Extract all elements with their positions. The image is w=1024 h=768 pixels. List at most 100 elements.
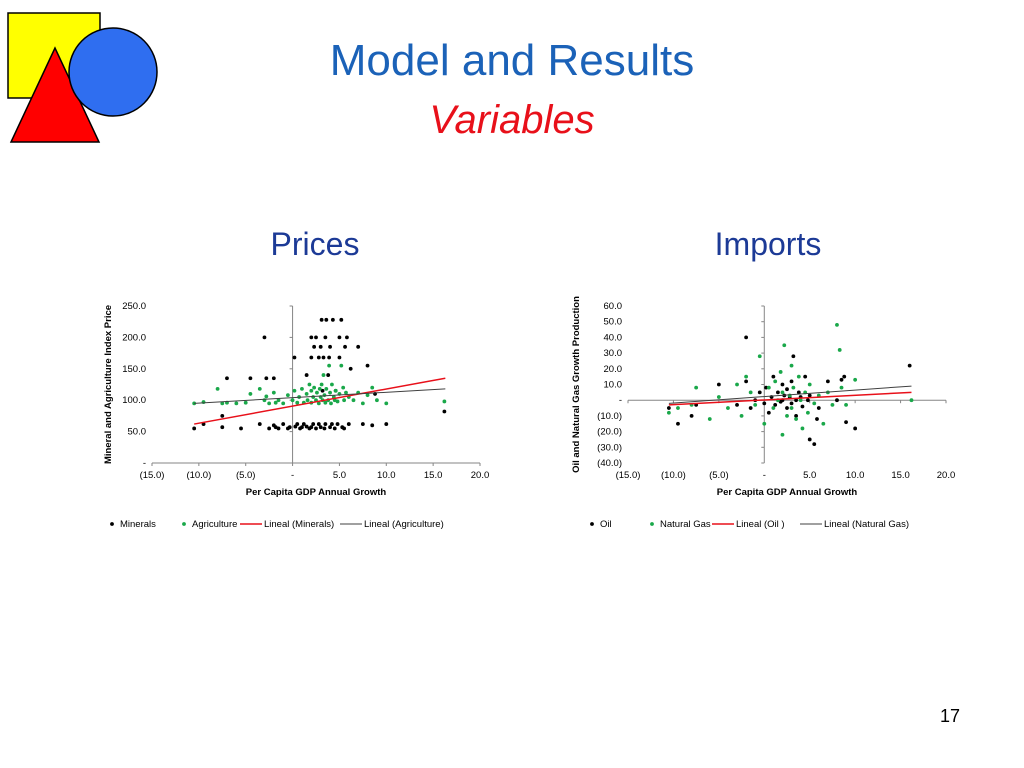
legend-label: Oil: [600, 519, 612, 530]
data-point: [330, 317, 335, 322]
data-point: [707, 417, 712, 421]
x-axis-title: Per Capita GDP Annual Growth: [246, 487, 387, 498]
data-point: [345, 335, 349, 340]
data-point: [735, 403, 739, 407]
data-point: [716, 382, 721, 387]
data-point: [324, 317, 329, 322]
data-point: [327, 363, 332, 368]
data-point: [342, 398, 347, 403]
series-agriculture: [192, 363, 447, 406]
data-point: [317, 386, 322, 391]
data-point: [257, 422, 262, 426]
data-point: [264, 376, 269, 381]
data-point: [201, 400, 206, 404]
legend-item: Natural Gas: [650, 519, 711, 530]
y-tick-label: 250.0: [122, 301, 146, 312]
data-point: [835, 322, 839, 327]
legend-label: Agriculture: [192, 519, 237, 530]
prices-heading: Prices: [270, 226, 360, 262]
data-point: [791, 354, 796, 359]
data-point: [853, 377, 858, 382]
data-point: [798, 398, 803, 403]
legend-item: Lineal (Agriculture): [340, 519, 444, 530]
y-tick-label: 50.0: [604, 317, 623, 328]
legend-marker-swatch: [182, 522, 186, 526]
data-point: [314, 426, 318, 431]
data-point: [307, 382, 312, 387]
data-point: [292, 388, 297, 393]
data-point: [328, 344, 332, 349]
data-point: [835, 398, 839, 403]
data-point: [271, 390, 276, 395]
x-tick-label: (10.0): [661, 470, 686, 481]
data-point: [805, 398, 810, 403]
data-point: [762, 421, 767, 426]
data-point: [273, 400, 278, 405]
data-point: [215, 386, 220, 391]
data-point: [290, 398, 295, 403]
data-point: [807, 437, 812, 442]
data-point: [341, 385, 346, 390]
data-point: [794, 398, 798, 403]
x-tick-label: 10.0: [846, 470, 865, 481]
data-point: [796, 374, 801, 379]
data-point: [248, 392, 253, 396]
y-tick-label: 10.0: [604, 380, 623, 391]
y-axis-title: Mineral and Agriculture Index Price: [103, 305, 114, 464]
legend-item: Minerals: [110, 519, 156, 530]
y-tick-label: (20.0): [597, 427, 622, 438]
data-point: [360, 401, 365, 406]
slide-subtitle: Variables: [429, 98, 595, 142]
data-point: [323, 422, 328, 426]
data-point: [339, 317, 344, 322]
data-point: [785, 414, 789, 418]
data-point: [304, 424, 309, 429]
data-point: [220, 425, 225, 430]
y-tick-label: 60.0: [604, 301, 623, 312]
x-tick-label: 20.0: [471, 470, 490, 481]
series-oil: [666, 335, 912, 447]
data-point: [220, 414, 225, 418]
data-point: [257, 386, 262, 391]
y-tick-label: 150.0: [122, 364, 146, 375]
data-point: [351, 398, 356, 403]
data-point: [789, 363, 794, 368]
legend-item: Lineal (Natural Gas): [800, 519, 909, 530]
data-point: [666, 410, 671, 415]
data-point: [842, 374, 847, 379]
x-tick-label: 15.0: [424, 470, 443, 481]
data-point: [343, 344, 347, 349]
y-tick-label: (30.0): [597, 442, 622, 453]
data-point: [778, 370, 783, 374]
x-tick-label: 5.0: [333, 470, 346, 481]
imports-heading: Imports: [714, 226, 822, 262]
data-point: [370, 385, 375, 390]
x-tick-label: (15.0): [140, 470, 165, 481]
data-point: [248, 376, 253, 381]
data-point: [321, 373, 326, 377]
data-point: [360, 422, 365, 426]
x-tick-label: 15.0: [891, 470, 910, 481]
data-point: [762, 401, 767, 406]
data-point: [287, 425, 292, 430]
data-point: [796, 390, 801, 395]
data-point: [844, 403, 848, 407]
data-point: [234, 401, 239, 406]
legend-marker-swatch: [650, 522, 654, 526]
legend-label: Minerals: [120, 519, 156, 530]
data-point: [339, 363, 344, 368]
y-tick-label: 20.0: [604, 364, 623, 375]
data-point: [348, 366, 353, 371]
trendline-lineal-oil: [668, 391, 912, 406]
data-point: [330, 422, 334, 426]
data-point: [220, 401, 225, 406]
y-tick-label: 30.0: [604, 348, 623, 359]
data-point: [342, 426, 347, 431]
data-point: [312, 385, 317, 390]
data-point: [384, 401, 389, 406]
data-point: [326, 373, 331, 377]
data-point: [753, 403, 758, 407]
data-point: [776, 390, 780, 395]
x-tick-label: (5.0): [709, 470, 729, 481]
data-point: [773, 403, 778, 407]
